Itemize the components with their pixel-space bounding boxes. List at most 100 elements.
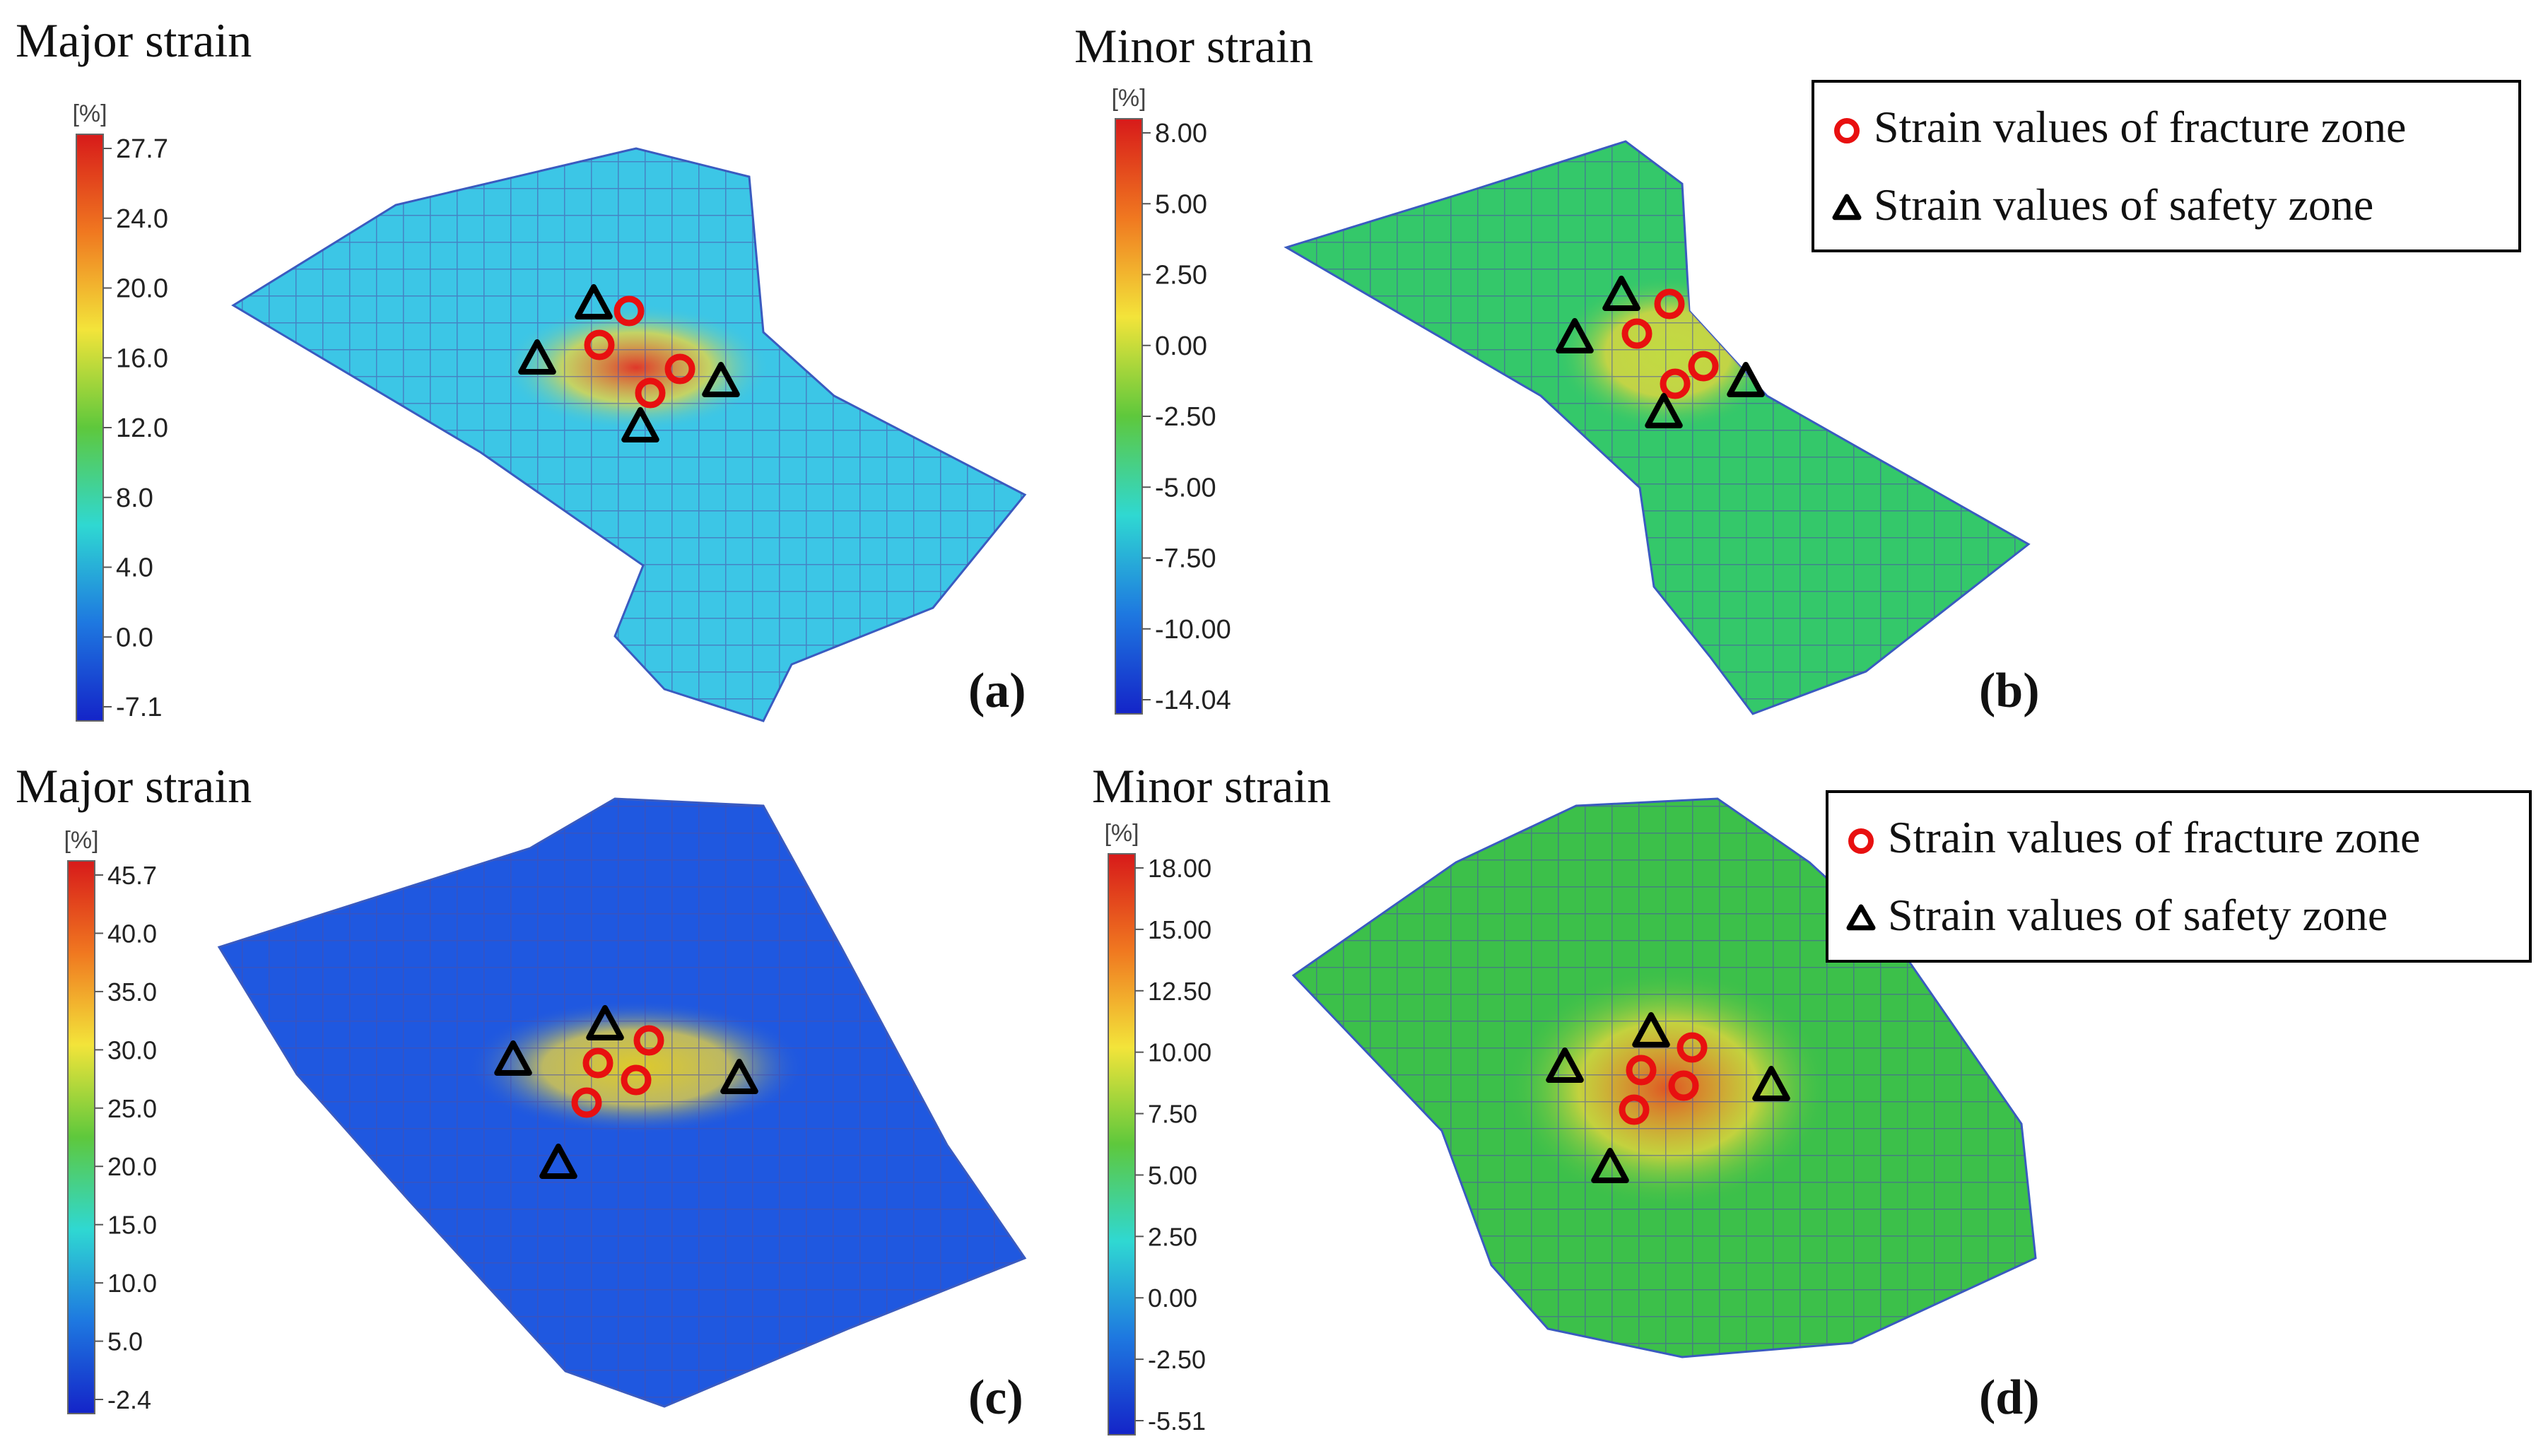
safety-zone-marker [1556, 318, 1594, 353]
colorbar [76, 134, 104, 722]
colorbar-tick-label: -2.50 [1155, 402, 1216, 432]
safety-zone-marker [518, 339, 556, 375]
colorbar-tick-label: 24.0 [116, 204, 168, 234]
panel-label: (c) [968, 1370, 1023, 1425]
colorbar-tick-label: 0.00 [1148, 1284, 1197, 1313]
safety-legend-label: Strain values of safety zone [1874, 180, 2373, 230]
fracture-zone-marker [635, 377, 666, 409]
safety-zone-marker [1645, 393, 1683, 428]
fracture-zone-marker [584, 329, 615, 360]
safety-zone-marker [1546, 1047, 1584, 1083]
colorbar-tick-label: 8.0 [116, 483, 153, 513]
fracture-zone-marker [1688, 351, 1719, 382]
safety-zone-marker [720, 1059, 758, 1094]
colorbar-tick-label: 18.00 [1148, 854, 1211, 883]
panel-title: Minor strain [1074, 19, 1313, 73]
fracture-zone-marker [1619, 1094, 1650, 1125]
fracture-zone-marker [1668, 1070, 1699, 1101]
legend-top: Strain values of fracture zone Strain val… [1812, 80, 2521, 252]
colorbar-tick-label: 40.0 [107, 919, 157, 948]
colorbar-tick-label: -5.00 [1155, 473, 1216, 503]
colorbar-tick-label: 25.0 [107, 1094, 157, 1123]
colorbar-tick-label: 20.0 [107, 1152, 157, 1181]
panel-title: Minor strain [1092, 759, 1331, 813]
colorbar-tick-label: 35.0 [107, 977, 157, 1006]
colorbar-tick-label: 2.50 [1148, 1222, 1197, 1251]
colorbar-tick-label: 15.00 [1148, 915, 1211, 944]
fracture-zone-marker [1660, 368, 1691, 399]
colorbar-tick-label: -2.4 [107, 1385, 151, 1414]
safety-zone-marker [539, 1144, 577, 1179]
colorbar-unit: [%] [64, 827, 98, 854]
panel-b: Minor strain [%] 8.00 5.00 2.50 0.00 -2.50 -5.0… [1074, 19, 2040, 718]
safety-zone-marker [1727, 362, 1765, 397]
safety-zone-marker [1752, 1066, 1790, 1101]
colorbar-tick-label: -7.1 [116, 693, 162, 722]
panel-label: (b) [1979, 664, 2040, 718]
legend-bottom: Strain values of fracture zone Strain val… [1826, 790, 2532, 963]
fracture-zone-marker [1621, 318, 1652, 349]
fracture-legend-label: Strain values of fracture zone [1888, 812, 2420, 862]
fracture-zone-marker [621, 1064, 652, 1096]
fracture-zone-marker [1626, 1055, 1657, 1086]
fracture-zone-marker [1677, 1032, 1708, 1063]
fracture-zone-marker [613, 295, 645, 327]
colorbar-tick-label: -10.00 [1155, 615, 1231, 645]
panel-label: (a) [968, 664, 1026, 718]
colorbar-tick-label: 20.0 [116, 274, 168, 304]
colorbar-unit: [%] [1111, 85, 1146, 112]
colorbar-tick-label: 12.50 [1148, 977, 1211, 1006]
safety-zone-marker [702, 362, 740, 397]
colorbar-tick-label: -7.50 [1155, 544, 1216, 574]
safety-zone-marker [1632, 1012, 1670, 1047]
colorbar-tick-label: -14.04 [1155, 686, 1231, 715]
colorbar-tick-label: 27.7 [116, 134, 168, 164]
panel-title: Major strain [16, 759, 252, 813]
colorbar-tick-label: 5.00 [1155, 189, 1207, 219]
colorbar-tick-label: -5.51 [1148, 1407, 1206, 1436]
safety-zone-marker [621, 407, 659, 442]
colorbar [1115, 118, 1143, 715]
fracture-zone-marker [664, 353, 695, 384]
safety-legend-icon [1846, 904, 1876, 931]
colorbar-tick-label: 4.0 [116, 553, 153, 583]
panel-label: (d) [1979, 1370, 2040, 1425]
panel-a: Major strain [%] 27.7 24.0 20.0 16.0 12.0 8.0 4.… [16, 13, 1027, 722]
colorbar [1108, 853, 1136, 1436]
colorbar-tick-label: 5.0 [107, 1327, 143, 1356]
colorbar-tick-label: 5.00 [1148, 1161, 1197, 1190]
colorbar-tick-label: 0.00 [1155, 331, 1207, 361]
safety-legend-icon [1832, 194, 1862, 221]
colorbar-tick-label: 8.00 [1155, 119, 1207, 148]
legend-box [1812, 80, 2521, 252]
fracture-zone-marker [633, 1025, 664, 1056]
colorbar-unit: [%] [72, 100, 107, 127]
fracture-zone-marker [571, 1087, 602, 1118]
panel-c: Major strain [%] 45.7 40.0 35.0 30.0 25.0 20.0 1… [16, 759, 1027, 1425]
colorbar-tick-label: 2.50 [1155, 261, 1207, 290]
panel-title: Major strain [16, 13, 252, 67]
colorbar [67, 860, 95, 1414]
fracture-legend-icon [1834, 118, 1860, 143]
colorbar-tick-label: 10.00 [1148, 1038, 1211, 1067]
safety-zone-marker [575, 284, 613, 319]
fracture-zone-marker [1654, 288, 1685, 319]
fracture-zone-marker [582, 1047, 613, 1079]
colorbar-tick-label: 15.0 [107, 1211, 157, 1240]
mesh-grid [219, 799, 1025, 1407]
legend-box [1826, 790, 2532, 963]
colorbar-tick-label: 12.0 [116, 413, 168, 443]
safety-zone-marker [1602, 276, 1640, 311]
safety-legend-label: Strain values of safety zone [1888, 890, 2388, 940]
colorbar-tick-label: 16.0 [116, 344, 168, 373]
colorbar-unit: [%] [1104, 820, 1139, 847]
colorbar-tick-label: 7.50 [1148, 1100, 1197, 1129]
colorbar-tick-label: -2.50 [1148, 1345, 1206, 1374]
safety-zone-marker [1591, 1148, 1629, 1183]
fracture-legend-icon [1848, 828, 1874, 854]
fracture-legend-label: Strain values of fracture zone [1874, 102, 2406, 152]
safety-zone-marker [494, 1040, 532, 1076]
safety-zone-marker [586, 1005, 624, 1040]
colorbar-tick-label: 0.0 [116, 623, 153, 652]
